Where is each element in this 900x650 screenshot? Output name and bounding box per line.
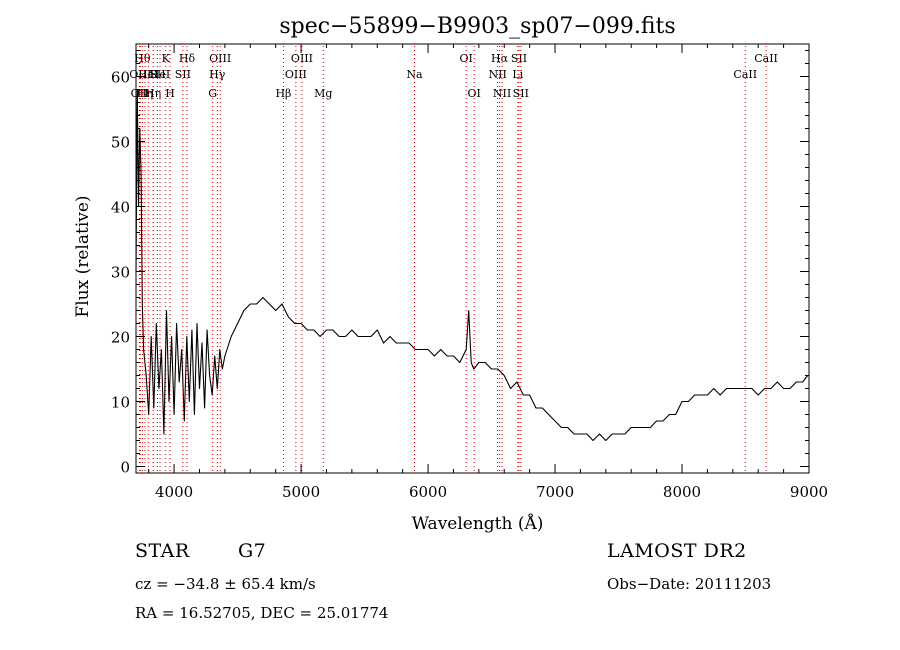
line-label-19: Na <box>406 68 423 81</box>
line-label-17: OIII <box>291 52 313 65</box>
line-label-29: CaII <box>754 52 778 65</box>
line-label-27: SII <box>513 87 529 100</box>
line-label-7: HeI <box>150 68 170 81</box>
x-tick-label-1: 5000 <box>282 483 320 501</box>
line-label-16: OIII <box>285 68 307 81</box>
line-label-2: Hθ <box>134 52 151 65</box>
redshift-cz: cz = −34.8 ± 65.4 km/s <box>135 575 316 593</box>
line-label-10: SII <box>175 68 191 81</box>
line-label-0: OII <box>131 87 149 100</box>
y-tick-label-2: 20 <box>111 329 130 347</box>
plot-frame <box>135 43 810 474</box>
line-label-3: Hη <box>137 87 153 100</box>
line-label-11: Hδ <box>179 52 196 65</box>
x-tick-label-3: 7000 <box>536 483 574 501</box>
y-tick-label-6: 60 <box>111 69 130 87</box>
object-subclass: G7 <box>238 540 267 562</box>
x-axis-label: Wavelength (Å) <box>412 513 544 534</box>
line-label-1: OIII <box>129 68 151 81</box>
line-label-20: OI <box>459 52 472 65</box>
y-tick-label-3: 30 <box>111 264 130 282</box>
y-tick-label-1: 10 <box>111 394 130 412</box>
x-tick-label-4: 8000 <box>663 483 701 501</box>
spectrum-series <box>135 88 809 442</box>
line-label-12: G <box>208 87 217 100</box>
y-tick-label-5: 50 <box>111 134 130 152</box>
line-label-5: Hη <box>145 87 161 100</box>
obs-date: Obs−Date: 20111203 <box>607 575 772 593</box>
line-label-15: Hβ <box>275 87 291 100</box>
survey-label: LAMOST DR2 <box>607 540 747 562</box>
line-label-23: Hα <box>491 52 509 65</box>
ra-dec: RA = 16.52705, DEC = 25.01774 <box>135 604 389 622</box>
line-label-6: SII <box>149 68 165 81</box>
line-label-9: H <box>165 87 175 100</box>
line-label-18: Mg <box>314 87 332 100</box>
line-label-4: HeI <box>138 68 158 81</box>
line-label-13: Hγ <box>209 68 226 81</box>
line-label-14: OIII <box>209 52 231 65</box>
line-label-8: K <box>162 52 171 65</box>
y-axis-label: Flux (relative) <box>73 195 93 317</box>
x-tick-label-5: 9000 <box>790 483 828 501</box>
line-label-21: OI <box>467 87 480 100</box>
y-tick-label-0: 0 <box>120 459 130 477</box>
line-label-22: NII <box>488 68 506 81</box>
x-tick-label-2: 6000 <box>409 483 447 501</box>
line-label-24: NII <box>493 87 511 100</box>
line-label-25: Li <box>512 68 523 81</box>
object-type: STAR <box>135 540 190 562</box>
y-tick-label-4: 40 <box>111 199 130 217</box>
line-label-28: CaII <box>733 68 757 81</box>
chart-title: spec−55899−B9903_sp07−099.fits <box>279 14 675 39</box>
x-tick-label-0: 4000 <box>155 483 193 501</box>
line-label-26: SII <box>511 52 527 65</box>
